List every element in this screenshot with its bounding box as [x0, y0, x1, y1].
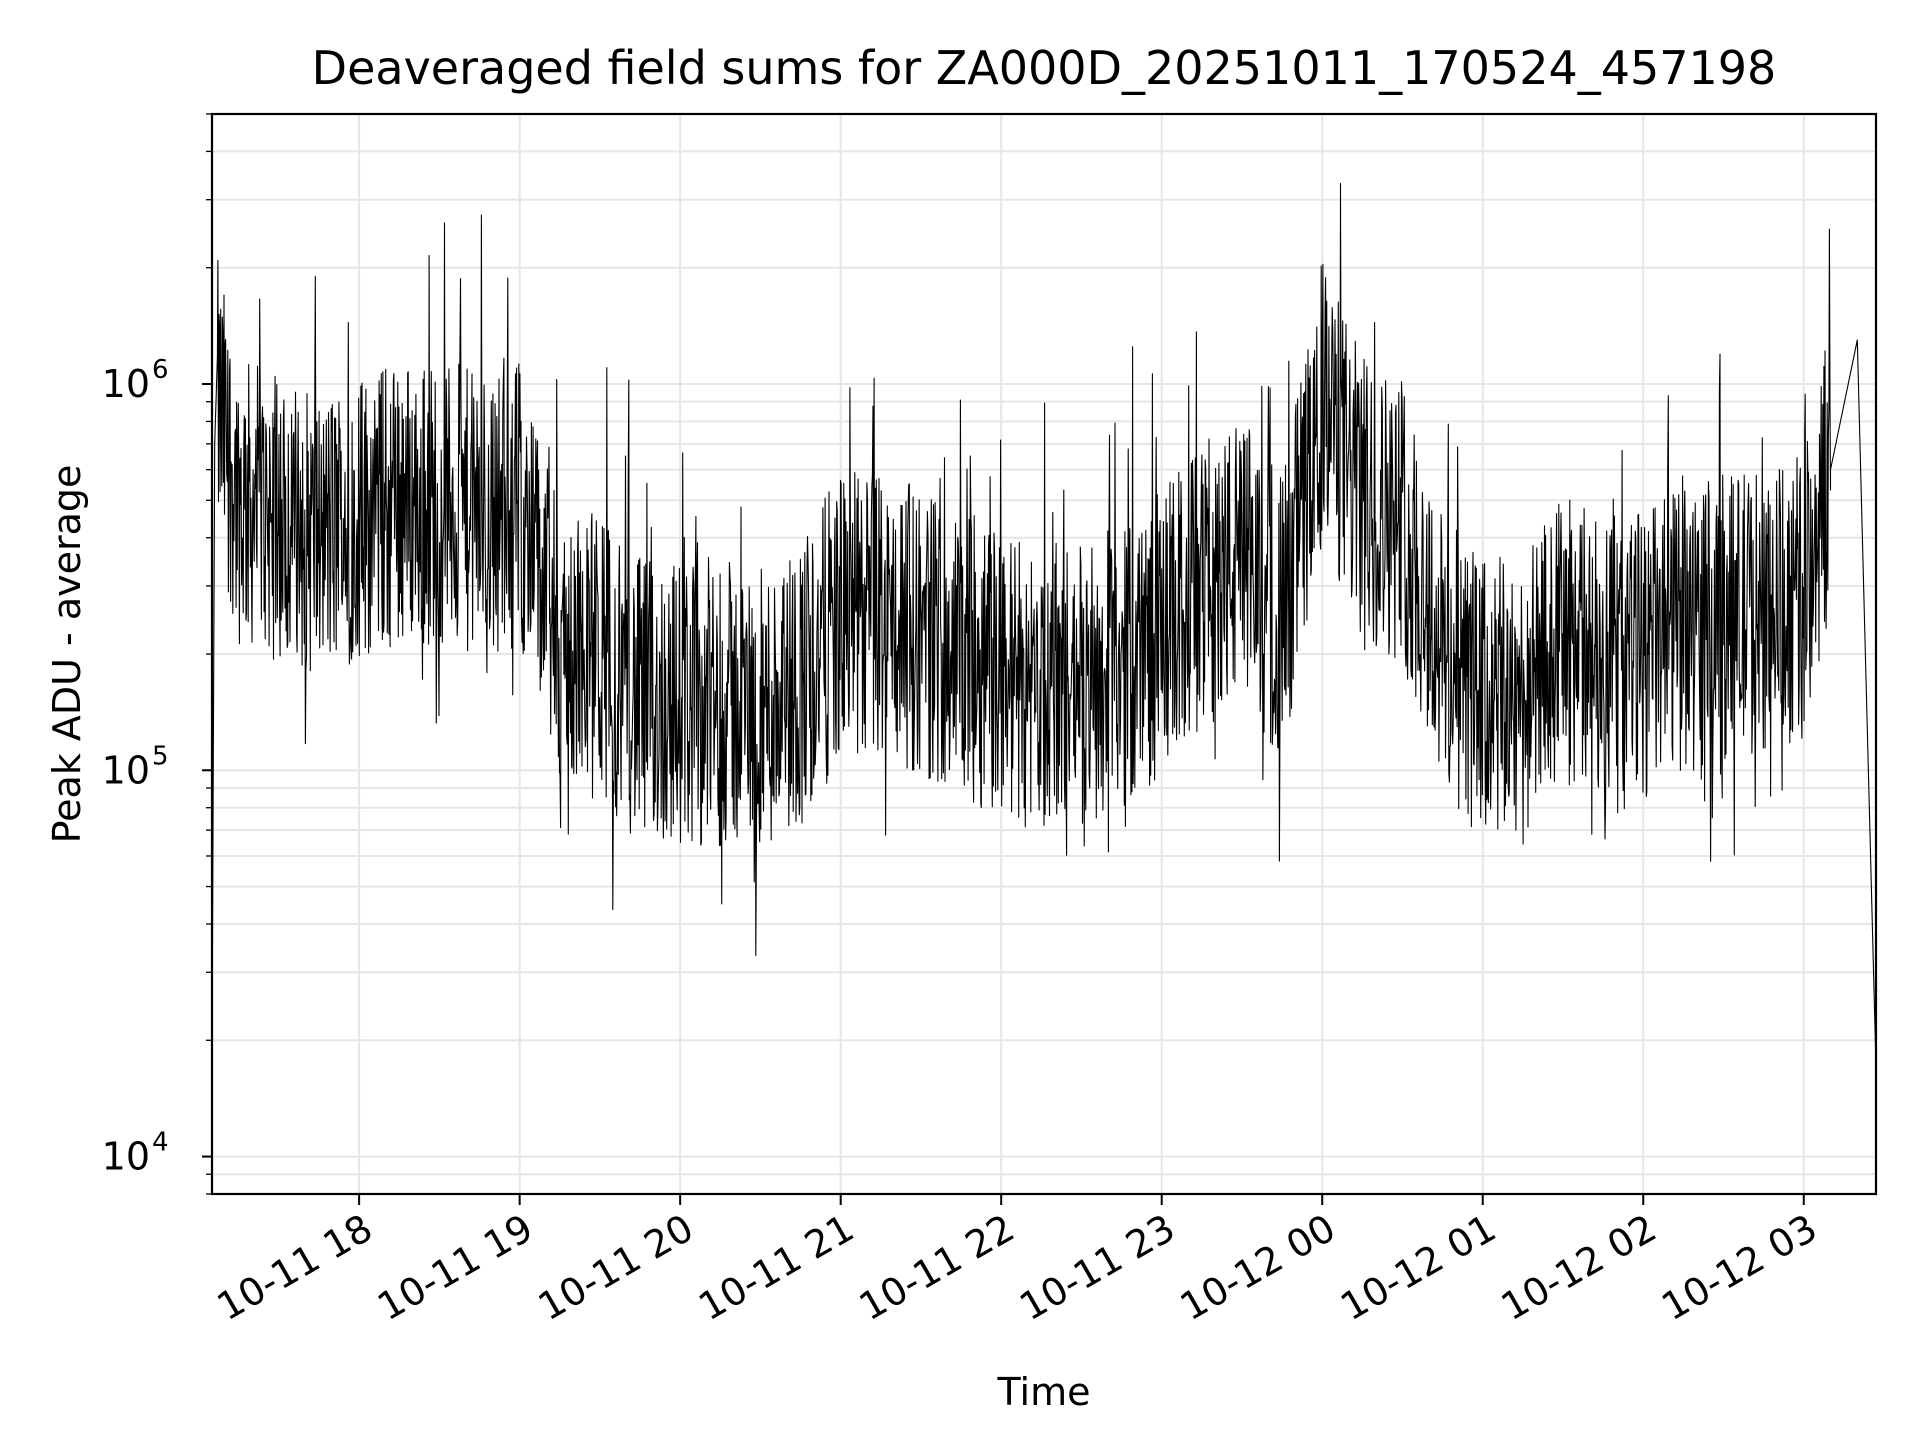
y-tick-label: 10: [102, 748, 150, 792]
y-axis-label: Peak ADU - average: [45, 465, 89, 844]
series-line: [211, 182, 1877, 1068]
y-tick-label-exponent: 4: [152, 1128, 169, 1158]
y-tick-label-exponent: 5: [152, 741, 169, 771]
y-tick-label-exponent: 6: [152, 355, 169, 385]
x-axis-label: Time: [997, 1370, 1091, 1414]
chart-title: Deaveraged field sums for ZA000D_2025101…: [312, 41, 1777, 95]
y-tick-label: 10: [102, 1135, 150, 1179]
y-tick-label: 10: [102, 362, 150, 406]
